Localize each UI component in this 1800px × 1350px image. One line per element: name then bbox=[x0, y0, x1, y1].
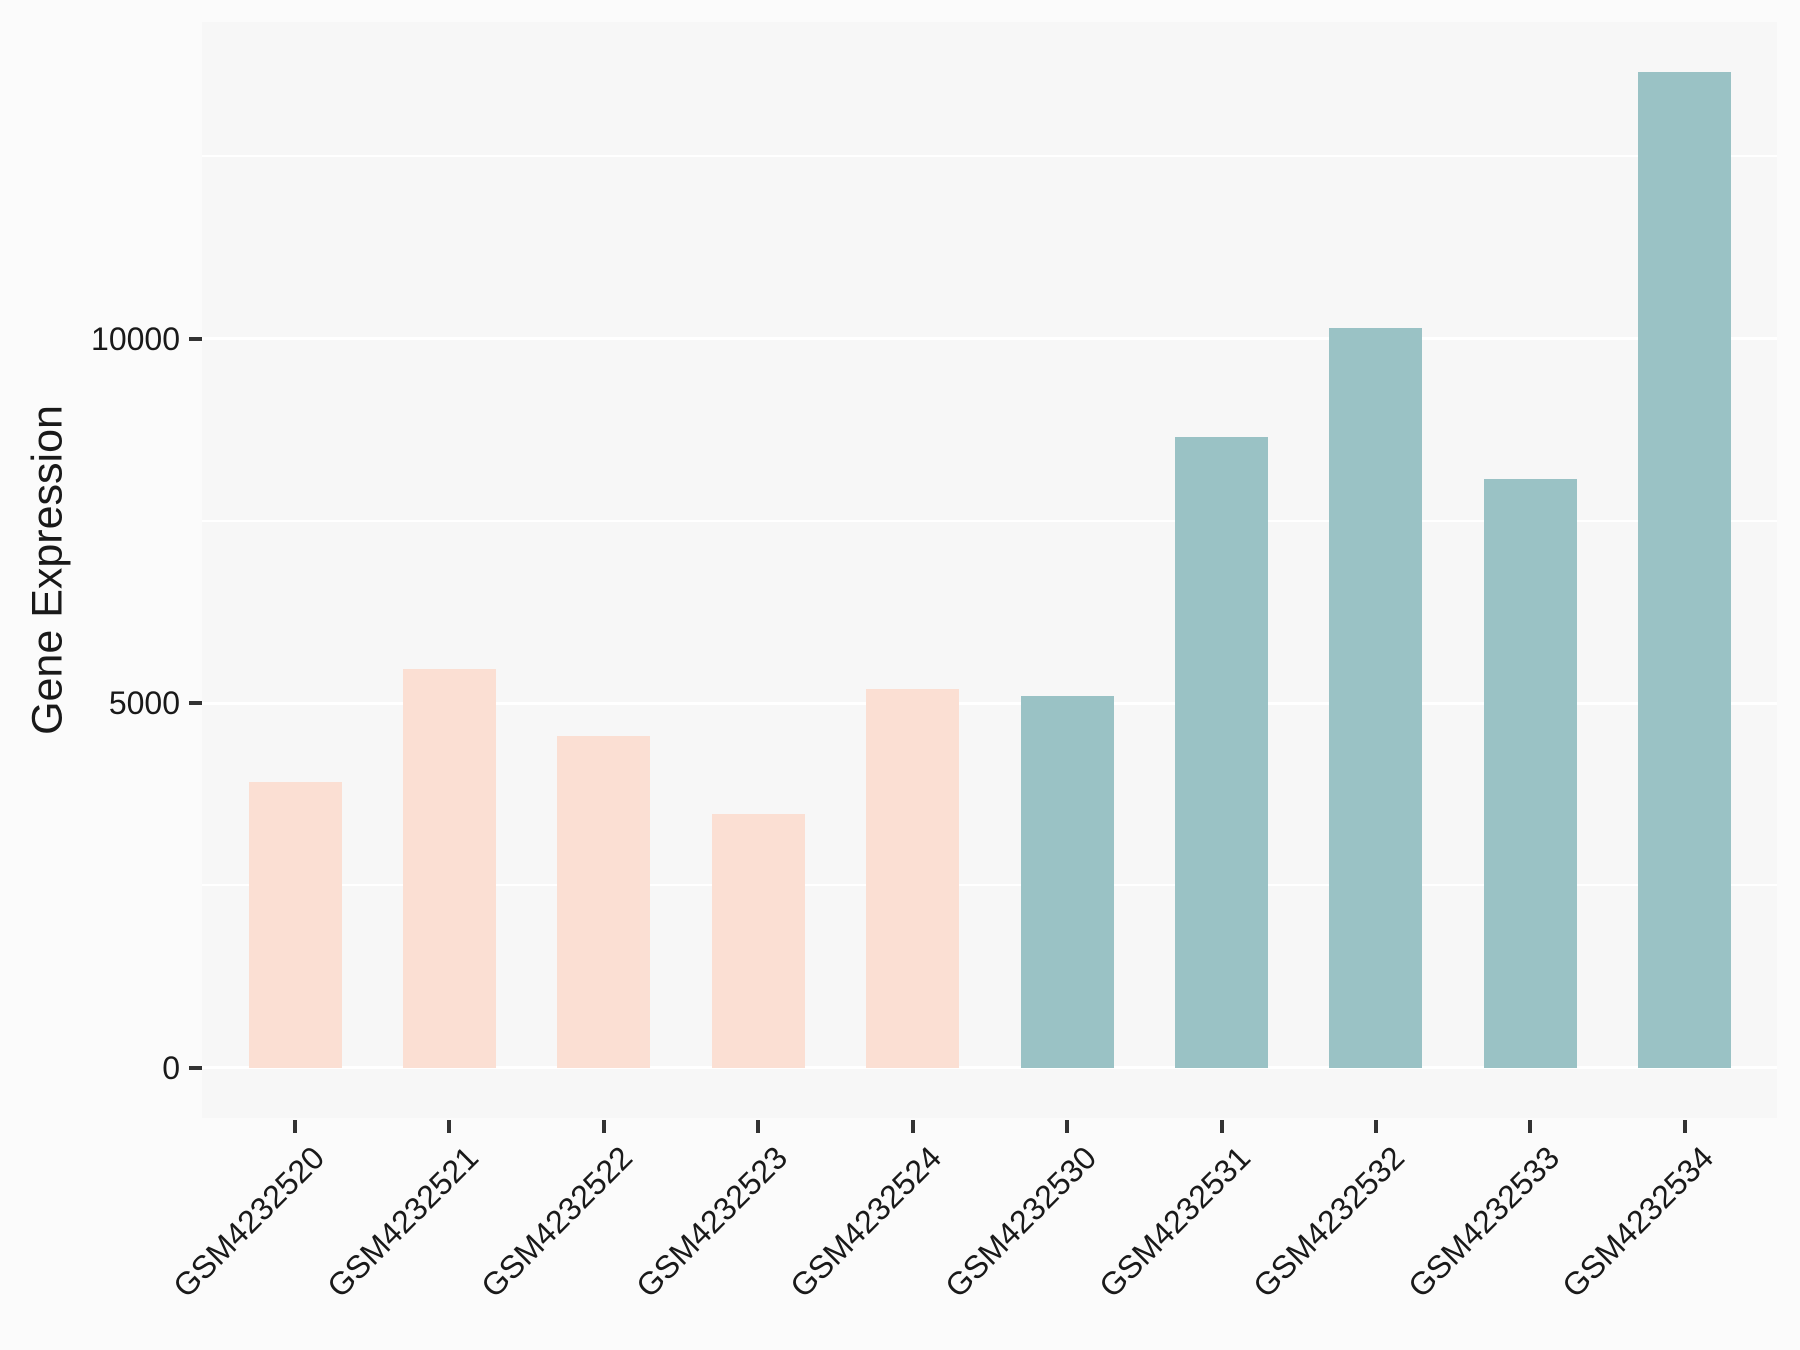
minor-gridline bbox=[202, 519, 1777, 522]
x-tick-label-GSM4232522: GSM4232522 bbox=[474, 1139, 640, 1305]
bar-GSM4232521 bbox=[402, 668, 496, 1068]
x-tick-label-GSM4232524: GSM4232524 bbox=[783, 1139, 949, 1305]
x-tick-mark bbox=[1682, 1120, 1687, 1133]
major-gridline bbox=[202, 1066, 1777, 1070]
x-tick-label-GSM4232533: GSM4232533 bbox=[1401, 1139, 1567, 1305]
bar-GSM4232530 bbox=[1020, 696, 1114, 1068]
x-tick-mark bbox=[293, 1120, 297, 1133]
x-tick-mark bbox=[910, 1120, 915, 1133]
y-tick-mark bbox=[189, 701, 202, 706]
x-tick-label-GSM4232523: GSM4232523 bbox=[628, 1139, 795, 1305]
x-tick-label-GSM4232532: GSM4232532 bbox=[1246, 1139, 1412, 1305]
x-tick-mark bbox=[1219, 1120, 1224, 1133]
bar-GSM4232524 bbox=[866, 689, 960, 1068]
bar-GSM4232534 bbox=[1638, 71, 1732, 1068]
x-tick-mark bbox=[1065, 1120, 1070, 1133]
bar-GSM4232522 bbox=[557, 735, 651, 1068]
y-tick-label: 0 bbox=[162, 1049, 180, 1086]
plot-panel bbox=[202, 22, 1777, 1118]
bar-GSM4232523 bbox=[711, 813, 805, 1068]
y-axis-title: Gene Expression bbox=[23, 405, 72, 735]
major-gridline bbox=[202, 337, 1777, 340]
y-tick-label: 5000 bbox=[108, 685, 180, 722]
x-tick-mark bbox=[601, 1120, 606, 1133]
y-tick-label: 10000 bbox=[91, 320, 180, 357]
x-tick-label-GSM4232521: GSM4232521 bbox=[320, 1139, 486, 1305]
y-tick-mark bbox=[189, 336, 202, 341]
bar-GSM4232520 bbox=[248, 781, 342, 1068]
y-tick-mark bbox=[189, 1065, 202, 1070]
bar-GSM4232533 bbox=[1483, 479, 1577, 1068]
x-tick-label-GSM4232531: GSM4232531 bbox=[1092, 1139, 1258, 1305]
x-tick-label-GSM4232520: GSM4232520 bbox=[165, 1139, 331, 1305]
minor-gridline bbox=[202, 884, 1777, 887]
bar-GSM4232531 bbox=[1175, 437, 1269, 1068]
x-tick-mark bbox=[1528, 1120, 1533, 1133]
bar-GSM4232532 bbox=[1329, 327, 1423, 1068]
x-tick-mark bbox=[447, 1120, 452, 1133]
minor-gridline bbox=[202, 155, 1777, 158]
x-tick-mark bbox=[756, 1120, 761, 1133]
x-tick-mark bbox=[1373, 1120, 1378, 1133]
x-tick-label-GSM4232530: GSM4232530 bbox=[937, 1139, 1103, 1305]
x-tick-label-GSM4232534: GSM4232534 bbox=[1555, 1139, 1721, 1305]
major-gridline bbox=[202, 701, 1777, 705]
